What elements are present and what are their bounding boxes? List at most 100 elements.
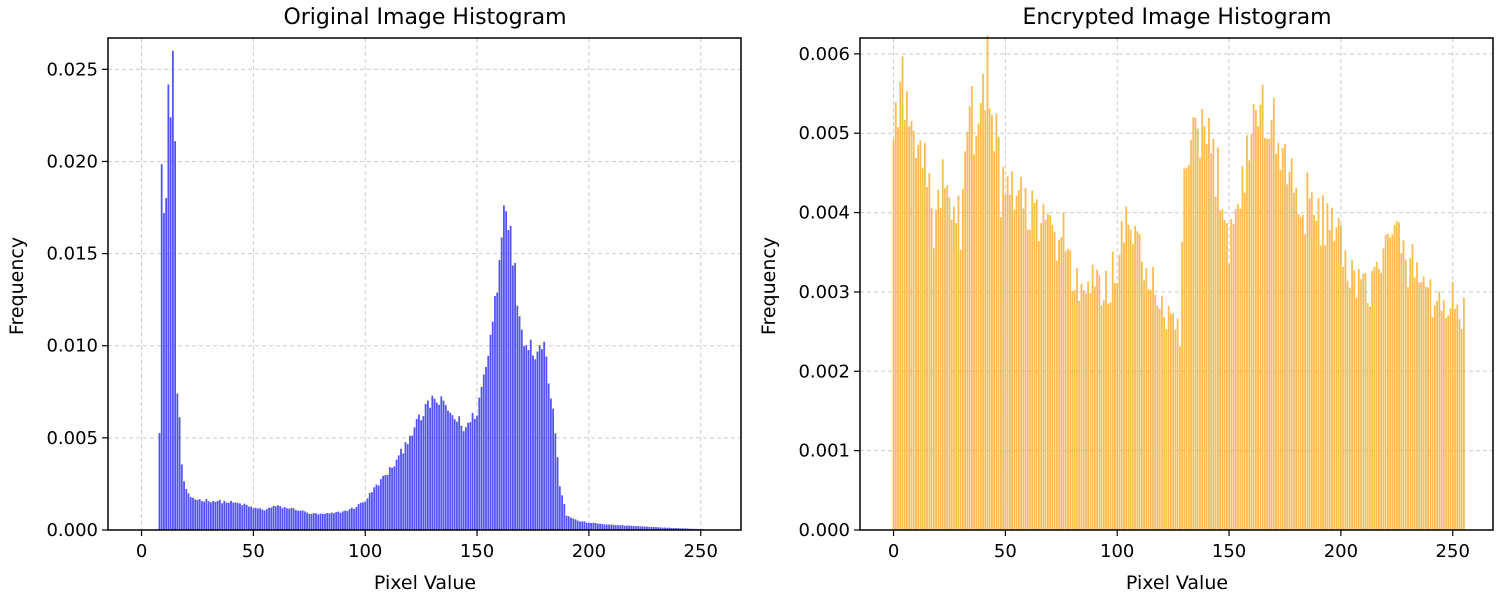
histogram-bar [1420, 281, 1423, 530]
histogram-bar [409, 435, 411, 530]
histogram-bar [158, 433, 161, 530]
histogram-bar [549, 398, 552, 530]
histogram-bar [1436, 300, 1438, 530]
histogram-bar [321, 513, 324, 530]
histogram-bar [415, 418, 418, 530]
histogram-bar [429, 407, 431, 530]
histogram-bar [1199, 157, 1201, 530]
histogram-bar [545, 356, 548, 530]
histogram-bar [601, 524, 604, 530]
histogram-bar [433, 398, 436, 530]
histogram-bar [1140, 261, 1143, 530]
histogram-bar [371, 492, 373, 530]
x-tick-label: 150 [1212, 541, 1246, 562]
histogram-bar [1069, 250, 1072, 530]
histogram-bar [975, 135, 978, 530]
histogram-bar [462, 431, 465, 530]
histogram-bar [1071, 291, 1074, 530]
plot-frame [107, 37, 742, 531]
histogram-bar [476, 415, 478, 530]
histogram-bar [212, 501, 215, 530]
histogram-bar [1015, 195, 1018, 530]
x-axis-label: Pixel Value [374, 572, 476, 594]
histogram-bar [1024, 188, 1027, 530]
histogram-bar [221, 503, 223, 530]
histogram-bar [1400, 253, 1403, 530]
histogram-bar [514, 263, 516, 530]
histogram-bar [1098, 274, 1101, 530]
histogram-bar [1111, 251, 1114, 530]
histogram-bar [171, 50, 174, 531]
histogram-bar [959, 249, 962, 530]
histogram-bar [523, 346, 525, 530]
histogram-bar [599, 523, 601, 530]
histogram-bar [339, 512, 342, 530]
histogram-bar [592, 522, 595, 530]
histogram-bar [169, 117, 172, 530]
histogram-bar [507, 230, 510, 530]
histogram-bar [590, 522, 593, 530]
histogram-bar [939, 207, 942, 530]
histogram-bar [1234, 208, 1237, 531]
histogram-bar [1295, 187, 1298, 530]
histogram-bar [917, 144, 920, 530]
histogram-bar [1002, 166, 1005, 530]
histogram-bar [1288, 171, 1291, 530]
histogram-bar [1438, 291, 1441, 530]
histogram-bar [480, 386, 483, 530]
histogram-bar [1386, 233, 1389, 530]
histogram-bar [308, 513, 311, 530]
histogram-bar [254, 507, 257, 530]
histogram-bar [518, 316, 521, 530]
histogram-bar [1147, 289, 1150, 530]
histogram-bar [1127, 224, 1130, 530]
histogram-bar [487, 355, 490, 530]
histogram-bar [1346, 280, 1349, 530]
histogram-bar [921, 168, 924, 530]
histogram-bar [1293, 192, 1295, 530]
histogram-bar [995, 113, 998, 530]
histogram-bar [382, 475, 385, 530]
histogram-bar [449, 412, 452, 530]
histogram-bar [456, 421, 458, 530]
histogram-bar [1033, 202, 1036, 530]
histogram-bar [558, 486, 561, 530]
histogram-bar [1123, 242, 1125, 530]
histogram-bar [418, 414, 420, 530]
histogram-bar [225, 502, 228, 530]
histogram-bar [1055, 260, 1058, 530]
histogram-bar [1011, 171, 1013, 530]
histogram-bar [1257, 126, 1260, 530]
histogram-bar [1422, 276, 1425, 530]
x-tick-label: 0 [888, 541, 899, 562]
histogram-bar [1277, 143, 1280, 530]
histogram-bar [930, 208, 933, 530]
histogram-bar [1433, 305, 1436, 530]
histogram-bar [1342, 266, 1345, 530]
histogram-bar [274, 506, 277, 530]
x-tick-label: 200 [1324, 541, 1358, 562]
plot-frame [859, 37, 1494, 531]
histogram-bar [288, 508, 291, 530]
x-tick-label: 50 [242, 541, 265, 562]
histogram-bar [677, 528, 680, 530]
histogram-bar [281, 508, 284, 530]
histogram-bar [910, 121, 913, 531]
y-tick-label: 0.002 [798, 361, 850, 382]
histogram-bar [176, 393, 179, 530]
histogram-bar [1067, 248, 1069, 530]
histogram-bar [1395, 221, 1398, 531]
histogram-bar [583, 521, 586, 530]
y-tick-label: 0.005 [798, 123, 850, 144]
histogram-bar [397, 455, 400, 530]
histogram-bar [534, 359, 537, 530]
histogram-bar [467, 422, 470, 530]
histogram-bar [185, 489, 188, 530]
histogram-bar [368, 493, 371, 530]
histogram-bar [1006, 176, 1009, 530]
histogram-bar [241, 505, 244, 530]
histogram-bar [912, 130, 915, 530]
histogram-bar [350, 507, 353, 530]
histogram-bar [1306, 172, 1309, 530]
histogram-bar [572, 518, 575, 530]
